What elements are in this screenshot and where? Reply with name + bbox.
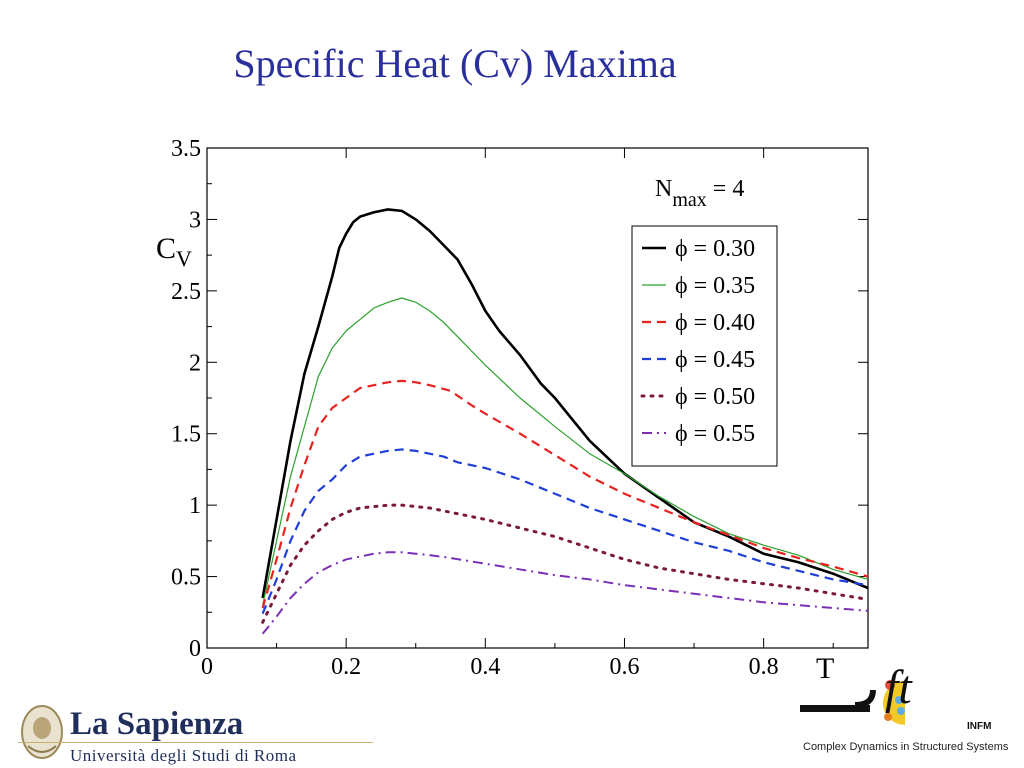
x-tick-label: 0.8 (749, 654, 779, 680)
sapienza-rule (18, 742, 373, 743)
series-line-2 (262, 297, 869, 606)
soft-molecule-icon (800, 680, 905, 725)
legend-header-sub: max (672, 189, 706, 211)
y-tick-label: 1.5 (171, 422, 201, 448)
y-axis-label: CV (156, 232, 192, 271)
legend-label-2: ϕ = 0.35 (675, 273, 755, 299)
x-tick-label: 0.2 (331, 654, 361, 680)
legend-label-5: ϕ = 0.50 (675, 384, 755, 410)
sapienza-logo: La Sapienza Università degli Studi di Ro… (18, 700, 378, 768)
legend-label-6: ϕ = 0.55 (675, 421, 755, 447)
y-tick-label: 2.5 (171, 279, 201, 305)
slide-title: Specific Heat (Cv) Maxima (233, 41, 677, 86)
sapienza-emblem-icon (21, 705, 63, 759)
y-axis-label-sub: V (176, 246, 192, 271)
sapienza-subtitle: Università degli Studi di Roma (70, 746, 297, 765)
series-line-5 (261, 503, 870, 624)
legend-header-n: N (655, 176, 672, 202)
sapienza-name: La Sapienza (70, 706, 244, 742)
x-tick-label: 0 (201, 654, 213, 680)
x-axis-label: T (816, 652, 834, 685)
series-line-1 (261, 208, 869, 599)
x-tick-label: 0.6 (609, 654, 639, 680)
soft-infm-logo: ft INFM Complex Dynamics in Structured S… (795, 655, 1020, 765)
infm-label: INFM (967, 721, 992, 732)
series-line-4 (261, 448, 869, 615)
series-line-6 (261, 551, 869, 635)
x-tick-label: 0.4 (470, 654, 500, 680)
legend-label-1: ϕ = 0.30 (675, 236, 755, 262)
y-tick-label: 0 (189, 636, 201, 662)
legend-box (631, 225, 778, 467)
soft-logo-text: ft (885, 661, 912, 714)
y-axis-label-main: C (156, 232, 176, 265)
legend-header-value: = 4 (707, 176, 745, 202)
y-tick-label: 2 (189, 350, 201, 376)
soft-caption: Complex Dynamics in Structured Systems (803, 741, 1009, 753)
series-line-3 (261, 379, 869, 609)
y-tick-label: 3 (189, 207, 201, 233)
legend-label-4: ϕ = 0.45 (675, 347, 755, 373)
y-tick-label: 3.5 (171, 136, 201, 162)
legend-header: Nmax = 4 (655, 176, 744, 211)
y-tick-label: 1 (189, 493, 201, 519)
y-tick-label: 0.5 (171, 565, 201, 591)
legend-label-3: ϕ = 0.40 (675, 310, 755, 336)
